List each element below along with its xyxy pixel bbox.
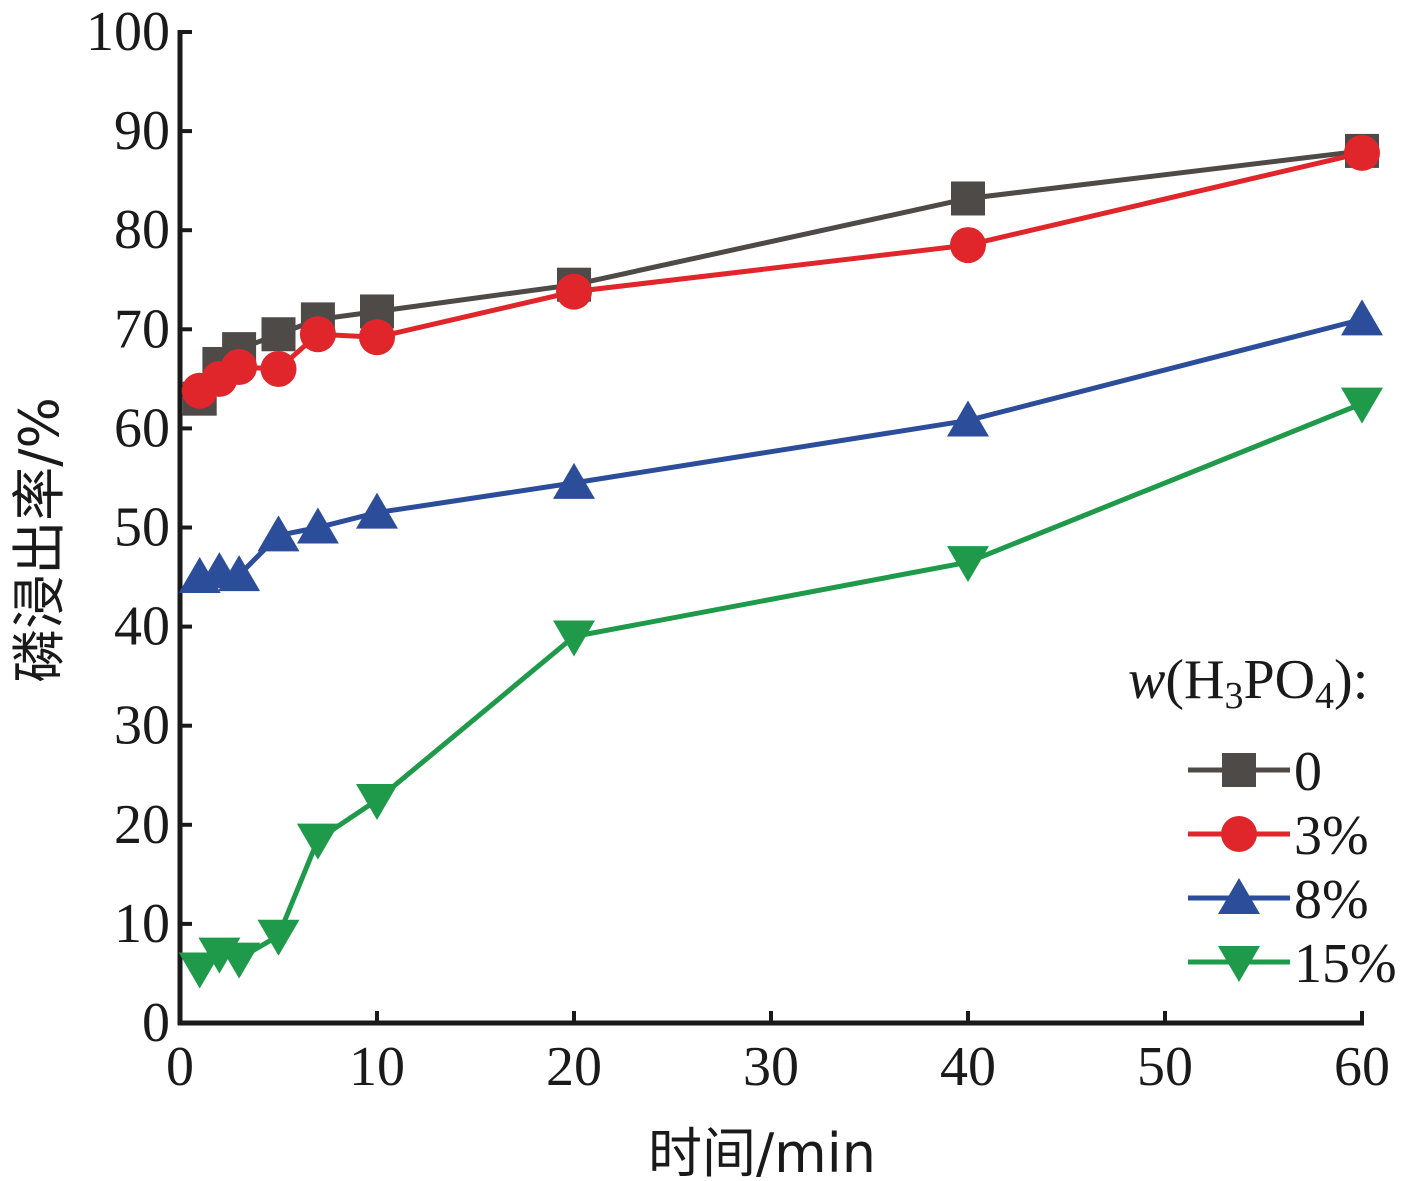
legend: w(H3PO4): 03%8%15% [1128, 649, 1397, 995]
data-point [218, 555, 261, 592]
legend-title-part: ): [1334, 649, 1368, 711]
data-point [1341, 299, 1383, 336]
legend-item: 8% [1188, 869, 1369, 931]
x-tick-label: 60 [1334, 1036, 1390, 1098]
legend-item: 15% [1188, 933, 1397, 995]
y-tick-label: 90 [114, 100, 170, 162]
y-tick-label: 10 [114, 893, 170, 955]
series-line [198, 150, 1363, 393]
data-point [356, 784, 398, 821]
data-point [1344, 134, 1380, 171]
data-point [296, 507, 339, 544]
y-tick-label: 80 [114, 199, 170, 261]
data-point [221, 348, 258, 385]
data-point [261, 317, 296, 352]
y-tick-label: 60 [114, 397, 170, 459]
x-tick-label: 40 [940, 1036, 996, 1098]
data-point [556, 273, 592, 310]
y-tick-label: 30 [114, 695, 170, 757]
legend-title-subscript: 4 [1315, 675, 1334, 717]
legend-marker [1218, 946, 1260, 982]
x-axis-title: 时间/min [648, 1122, 876, 1181]
y-ticks: 0 10 20 30 40 50 60 70 80 90 100 [86, 1, 192, 1054]
legend-title-symbol: w [1128, 649, 1165, 711]
data-point [296, 823, 339, 860]
legend-title-part: (H [1165, 649, 1224, 711]
legend-marker [1221, 816, 1257, 852]
legend-title-subscript: 3 [1224, 675, 1243, 717]
y-tick-label: 70 [114, 298, 170, 360]
legend-items: 03%8%15% [1188, 741, 1397, 995]
x-tick-label: 20 [546, 1036, 602, 1098]
legend-marker [1218, 878, 1260, 914]
data-point [260, 350, 297, 387]
plot-area [178, 133, 1383, 989]
x-tick-label: 50 [1137, 1036, 1193, 1098]
data-point [356, 492, 398, 529]
data-point [257, 515, 300, 552]
series-3 [178, 387, 1383, 989]
data-point [299, 316, 336, 353]
data-point [947, 400, 989, 437]
legend-label: 8% [1294, 869, 1369, 931]
data-point [947, 546, 989, 583]
y-tick-label: 0 [142, 992, 170, 1054]
series-2 [178, 299, 1383, 594]
x-tick-label: 30 [743, 1036, 799, 1098]
data-point [1341, 387, 1383, 424]
y-tick-label: 100 [86, 1, 170, 63]
x-tick-label: 0 [166, 1036, 194, 1098]
legend-item: 0 [1188, 741, 1322, 803]
x-ticks: 0 10 20 30 40 50 60 [166, 1011, 1390, 1098]
data-point [257, 919, 300, 956]
legend-label: 0 [1294, 741, 1322, 803]
y-tick-label: 50 [114, 497, 170, 559]
legend-label: 15% [1294, 933, 1397, 995]
legend-label: 3% [1294, 805, 1369, 867]
legend-title: w(H3PO4): [1128, 649, 1368, 717]
series-0 [182, 133, 1379, 416]
data-point [218, 942, 261, 979]
y-axis-title: 磷浸出率/% [8, 397, 71, 683]
x-tick-label: 10 [349, 1036, 405, 1098]
y-tick-label: 20 [114, 794, 170, 856]
series-1 [181, 134, 1380, 409]
series-line [197, 148, 1363, 400]
data-point [178, 952, 221, 989]
y-tick-label: 40 [114, 596, 170, 658]
legend-marker [1222, 753, 1256, 787]
data-point [553, 620, 595, 657]
legend-title-part: PO [1243, 649, 1315, 711]
data-point [553, 462, 595, 499]
data-point [951, 181, 985, 216]
series-line [199, 316, 1363, 580]
data-point [950, 227, 986, 264]
legend-item: 3% [1188, 805, 1369, 867]
data-point [359, 319, 395, 356]
